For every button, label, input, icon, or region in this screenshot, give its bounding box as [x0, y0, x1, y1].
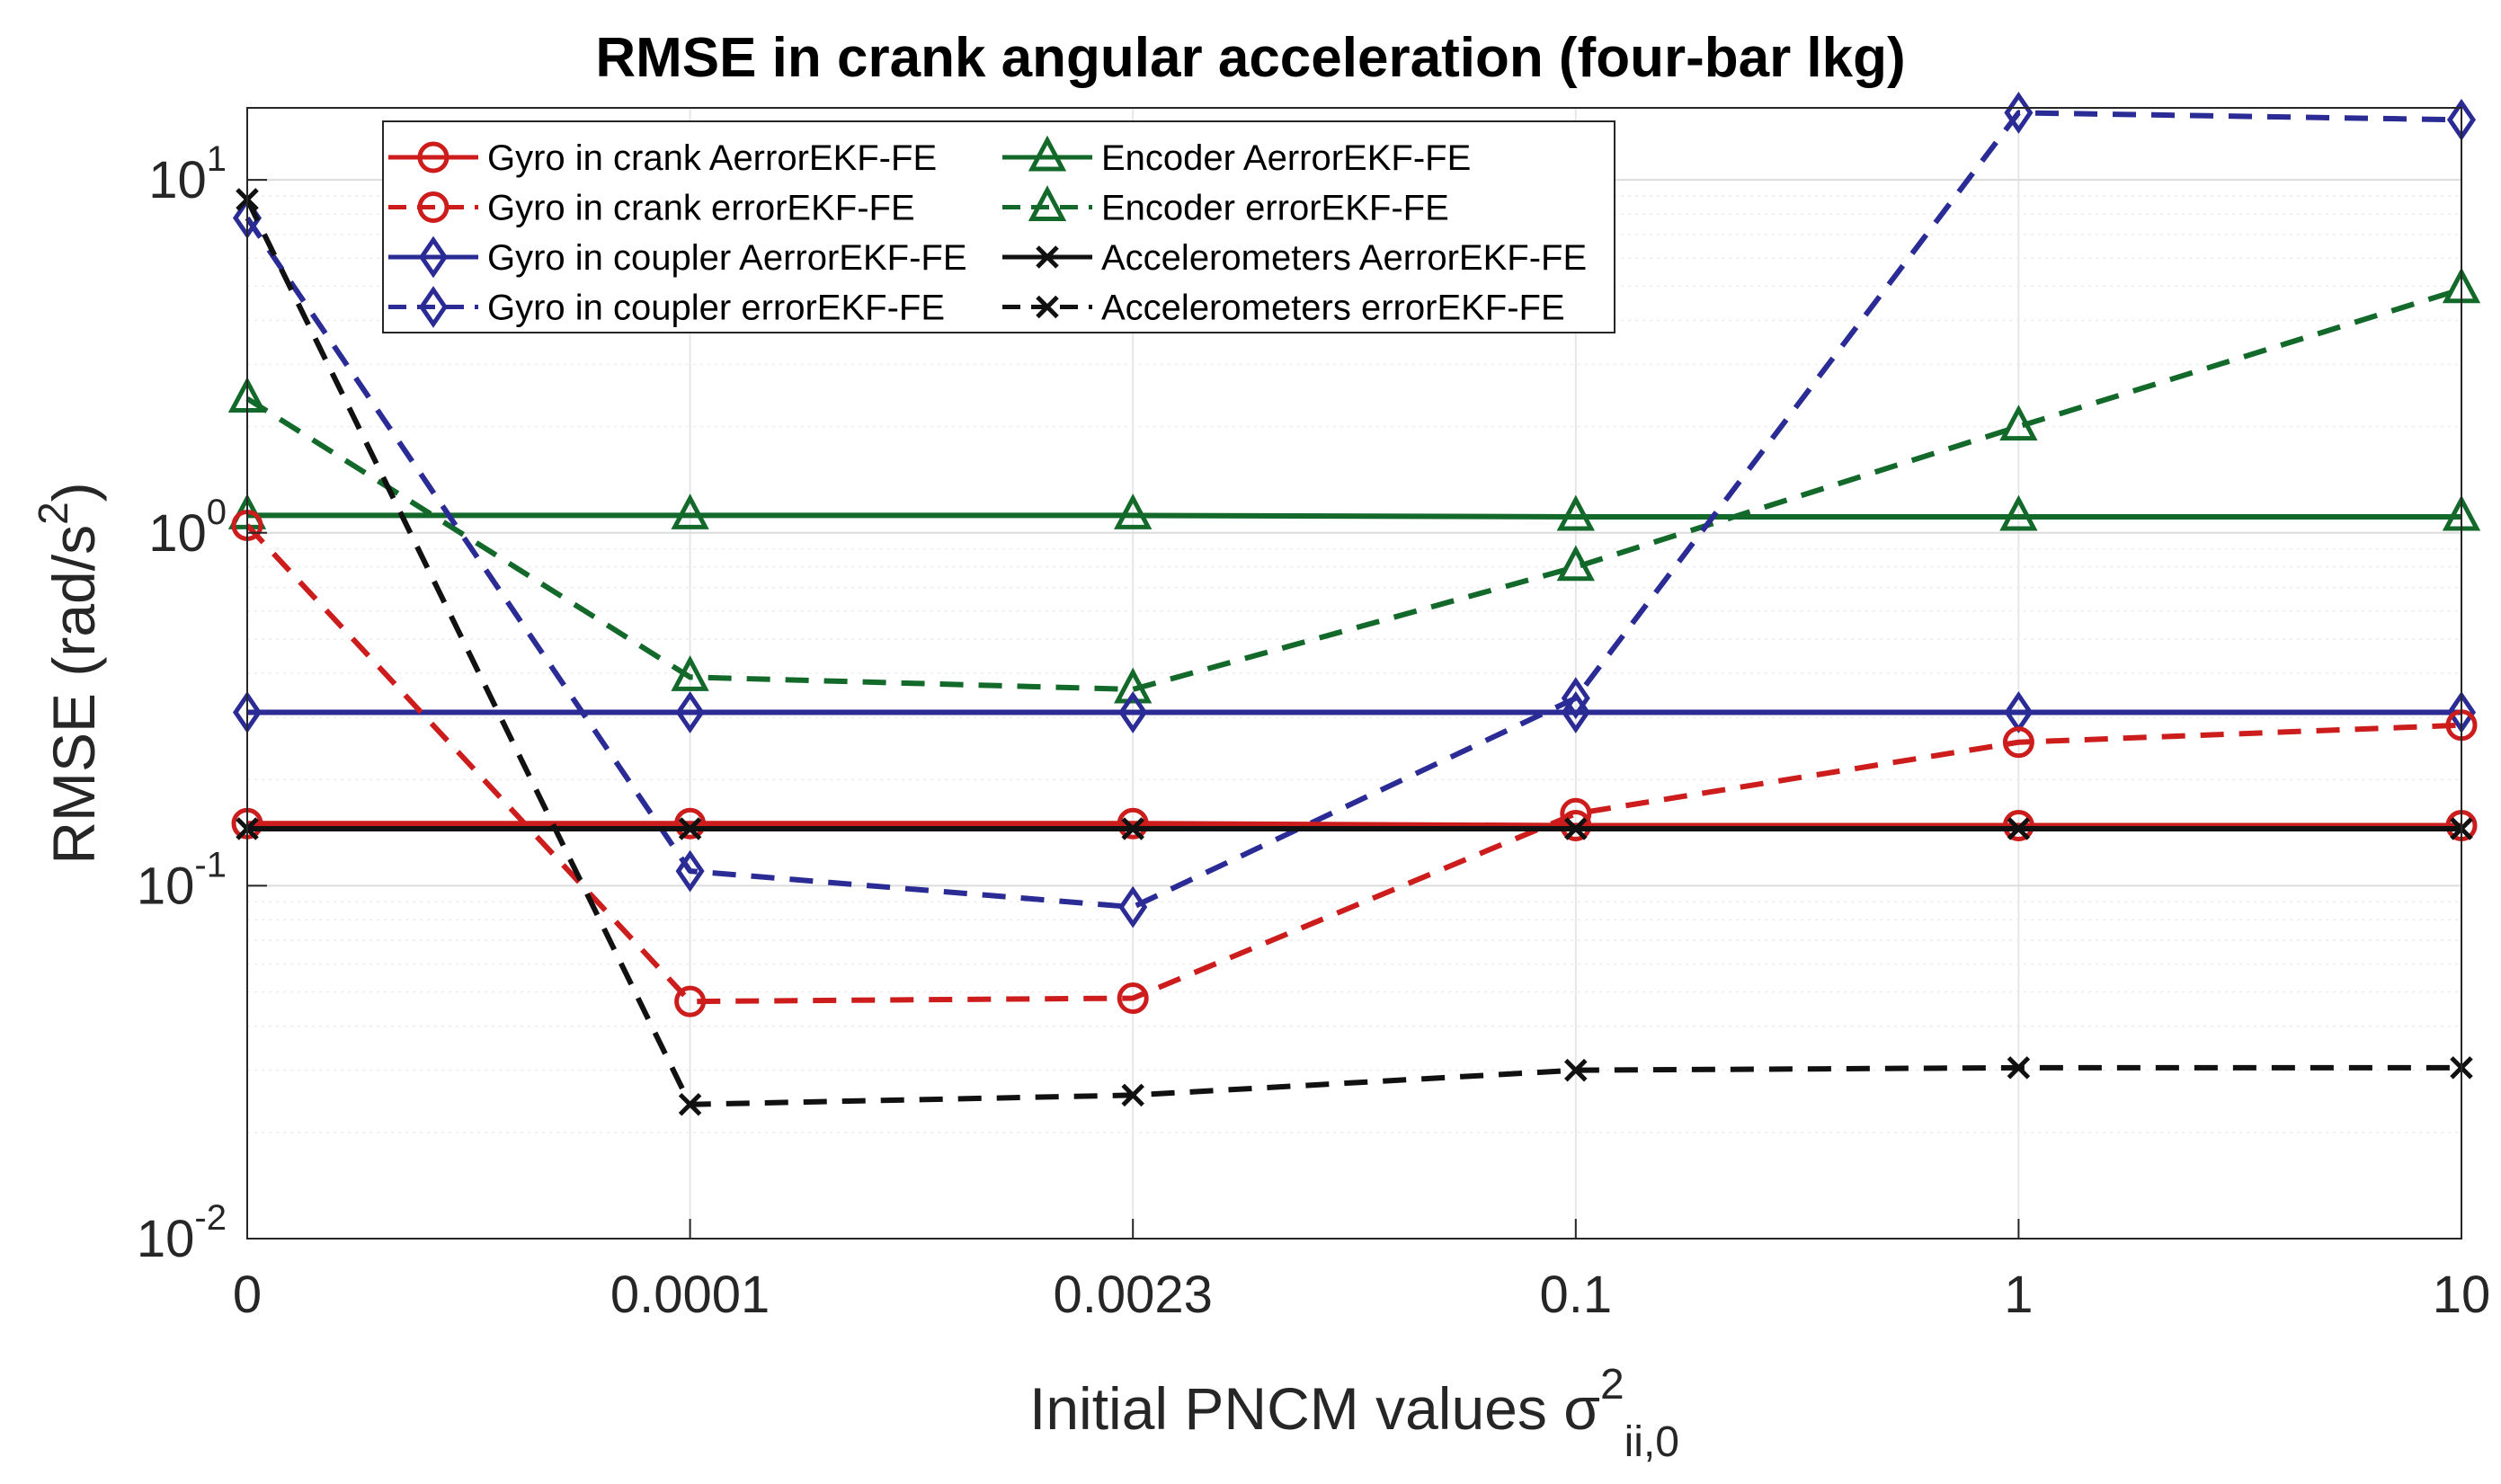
data-point: [674, 807, 707, 840]
series-0: [231, 807, 2478, 842]
legend-label: Accelerometers errorEKF-FE: [1101, 289, 1565, 328]
legend-entry: Gyro in coupler errorEKF-FE: [388, 286, 945, 328]
data-point: [1561, 677, 1590, 720]
data-point: [1114, 667, 1153, 704]
series-line: [245, 286, 2462, 692]
data-point: [2002, 726, 2034, 759]
data-point: [1114, 493, 1153, 529]
y-tick-label: 101: [148, 139, 227, 209]
legend-label: Accelerometers AerrorEKF-FE: [1101, 238, 1587, 278]
data-point: [1999, 404, 2038, 441]
legend-label: Gyro in crank AerrorEKF-FE: [487, 138, 937, 178]
data-point: [675, 849, 705, 893]
data-point: [1118, 691, 1148, 733]
x-axis-label: Initial PNCM values σ2ii,0: [1029, 1361, 1679, 1466]
series-5: [227, 267, 2481, 704]
legend: Gyro in crank AerrorEKF-FE Gyro in crank …: [382, 120, 1615, 333]
legend-entry: Gyro in crank errorEKF-FE: [388, 189, 915, 228]
data-point: [1560, 810, 1592, 842]
legend-entry: Accelerometers AerrorEKF-FE: [1002, 238, 1587, 278]
data-point: [1117, 982, 1149, 1015]
legend-marker: [1036, 295, 1059, 319]
y-axis-label: RMSE (rad/s2): [30, 482, 107, 864]
chart-title: RMSE in crank angular acceleration (four…: [595, 27, 1905, 89]
legend-marker: [1036, 245, 1059, 269]
data-point: [1121, 817, 1144, 840]
data-point: [678, 817, 702, 840]
legend-marker: [418, 235, 449, 279]
plot-area: [246, 107, 2462, 1240]
legend-marker: [1028, 185, 1067, 221]
y-tick-label: 10-2: [137, 1198, 227, 1268]
data-point: [1118, 885, 1148, 929]
data-point: [1121, 1083, 1144, 1107]
data-point: [1564, 1058, 1588, 1082]
data-point: [2002, 810, 2034, 842]
data-point: [675, 691, 705, 733]
x-tick-label: 0.1: [1539, 1266, 1612, 1324]
legend-label: Gyro in coupler AerrorEKF-FE: [487, 238, 967, 278]
series-line: [247, 821, 2461, 829]
legend-label: Gyro in coupler errorEKF-FE: [487, 289, 945, 328]
data-point: [1564, 817, 1588, 840]
series-line: [245, 198, 2461, 1107]
data-point: [2007, 1056, 2031, 1080]
data-point: [1556, 494, 1595, 531]
legend-marker: [417, 141, 449, 173]
data-point: [674, 985, 707, 1017]
legend-marker: [417, 191, 449, 223]
legend-entry: Accelerometers errorEKF-FE: [1002, 289, 1565, 328]
legend-label: Encoder errorEKF-FE: [1101, 189, 1449, 228]
legend-entry: Encoder errorEKF-FE: [1002, 185, 1449, 228]
data-point: [2007, 817, 2031, 840]
legend-entry: Gyro in crank AerrorEKF-FE: [388, 138, 937, 178]
series-4: [227, 493, 2481, 531]
legend-box: [382, 120, 1615, 333]
legend-label: Encoder AerrorEKF-FE: [1101, 138, 1471, 178]
y-tick-label: 100: [148, 493, 227, 563]
legend-label: Gyro in crank errorEKF-FE: [487, 189, 915, 228]
y-tick-label: 10-1: [137, 845, 227, 915]
data-point: [671, 493, 709, 529]
x-tick-label: 0.0023: [1053, 1266, 1212, 1324]
data-point: [678, 1092, 702, 1116]
series-layer: [227, 91, 2481, 1116]
legend-marker: [1028, 135, 1067, 172]
data-point: [1999, 494, 2038, 531]
series-line: [245, 523, 2462, 1005]
x-tick-label: 0.0001: [610, 1266, 770, 1324]
x-tick-label: 0: [233, 1266, 262, 1324]
series-line: [245, 110, 2462, 911]
legend-entry: Encoder AerrorEKF-FE: [1002, 135, 1471, 178]
x-tick-label: 10: [2433, 1266, 2491, 1324]
x-tick-label: 1: [2004, 1266, 2033, 1324]
legend-marker: [418, 286, 449, 328]
data-point: [1556, 545, 1595, 582]
data-point: [671, 654, 709, 691]
data-point: [1117, 807, 1149, 840]
tick-labels: 0 0.0001 0.0023 0.1 1 10 10-2 10-1 100 101: [137, 139, 2490, 1324]
data-point: [1561, 691, 1590, 733]
legend-entry: Gyro in coupler AerrorEKF-FE: [388, 235, 967, 279]
series-line: [247, 512, 2461, 520]
